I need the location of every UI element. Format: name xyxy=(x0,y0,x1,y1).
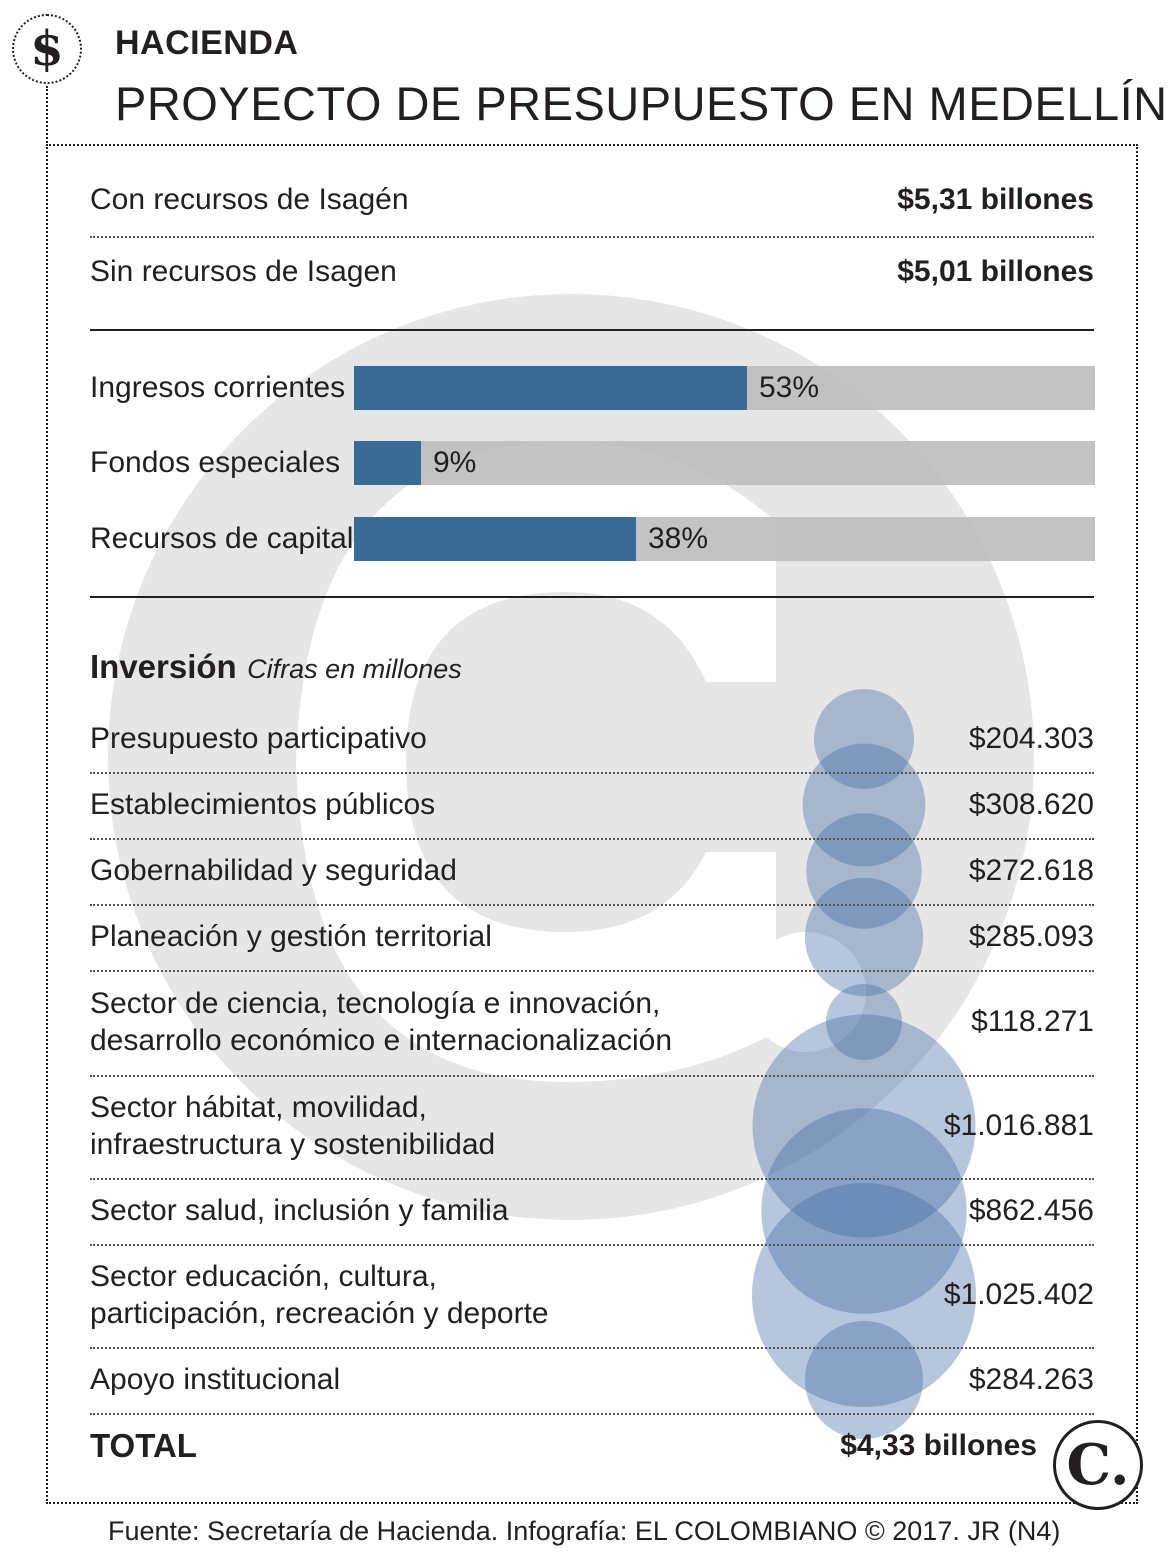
page-title: PROYECTO DE PRESUPUESTO EN MEDELLÍN xyxy=(115,77,1168,130)
investment-value: $285.093 xyxy=(968,920,1094,953)
bar xyxy=(354,517,636,561)
investment-label: Gobernabilidad y seguridad xyxy=(90,854,457,887)
investment-header: Inversión Cifras en millones xyxy=(90,648,462,686)
investment-value: $272.618 xyxy=(968,854,1094,887)
investment-label: infraestructura y sostenibilidad xyxy=(90,1128,496,1161)
total-value-con-isagen: $5,31 billones xyxy=(897,183,1094,216)
content-frame xyxy=(46,144,1138,1504)
bar xyxy=(354,366,747,410)
investment-value: $118.271 xyxy=(971,1005,1094,1038)
bar xyxy=(354,441,421,485)
investment-value: $1.025.402 xyxy=(943,1278,1094,1311)
row-divider xyxy=(90,1347,1094,1349)
investment-label: desarrollo económico e internacionalizac… xyxy=(90,1024,672,1057)
bar-value-label: 38% xyxy=(648,522,709,555)
investment-value: $862.456 xyxy=(968,1194,1094,1227)
section-divider xyxy=(90,329,1094,331)
investment-label: Sector salud, inclusión y familia xyxy=(90,1194,509,1227)
investment-label: Establecimientos públicos xyxy=(90,788,436,821)
row-divider xyxy=(90,772,1094,774)
investment-label: participación, recreación y deporte xyxy=(90,1297,549,1330)
investment-total-label: TOTAL xyxy=(90,1427,197,1464)
investment-value: $204.303 xyxy=(968,722,1094,755)
row-divider xyxy=(90,1413,1094,1415)
el-colombiano-logo-icon: C. xyxy=(1053,1420,1143,1510)
investment-label: Sector de ciencia, tecnología e innovaci… xyxy=(90,987,661,1020)
investment-label: Sector hábitat, movilidad, xyxy=(90,1091,427,1124)
section-title: HACIENDA xyxy=(115,24,299,62)
bar-label: Recursos de capital xyxy=(90,522,354,555)
investment-total-value: $4,33 billones xyxy=(840,1429,1037,1462)
investment-label: Apoyo institucional xyxy=(90,1363,341,1396)
row-divider xyxy=(90,838,1094,840)
bar-label: Fondos especiales xyxy=(90,446,341,479)
source-credit: Fuente: Secretaría de Hacienda. Infograf… xyxy=(108,1516,1061,1546)
row-divider xyxy=(90,1244,1094,1246)
investment-label: Planeación y gestión territorial xyxy=(90,920,492,953)
investment-subtitle: Cifras en millones xyxy=(247,654,462,684)
bar-value-label: 9% xyxy=(433,446,477,479)
investment-label: Sector educación, cultura, xyxy=(90,1260,437,1293)
total-label-con-isagen: Con recursos de Isagén xyxy=(90,183,409,216)
bar-label: Ingresos corrientes xyxy=(90,371,346,404)
investment-value: $1.016.881 xyxy=(943,1109,1094,1142)
row-divider xyxy=(90,970,1094,972)
total-label-sin-isagen: Sin recursos de Isagen xyxy=(90,255,397,288)
connector-line xyxy=(46,86,48,146)
row-divider xyxy=(90,1178,1094,1180)
row-divider xyxy=(90,904,1094,906)
investment-title: Inversión xyxy=(90,648,237,685)
section-divider xyxy=(90,596,1094,598)
bar-value-label: 53% xyxy=(759,371,820,404)
investment-value: $284.263 xyxy=(968,1363,1094,1396)
total-value-sin-isagen: $5,01 billones xyxy=(897,255,1094,288)
row-divider xyxy=(90,236,1094,238)
row-divider xyxy=(90,1075,1094,1077)
investment-label: Presupuesto participativo xyxy=(90,722,427,755)
bar-track xyxy=(354,441,1095,485)
dollar-icon: $ xyxy=(12,14,82,84)
investment-value: $308.620 xyxy=(968,788,1094,821)
